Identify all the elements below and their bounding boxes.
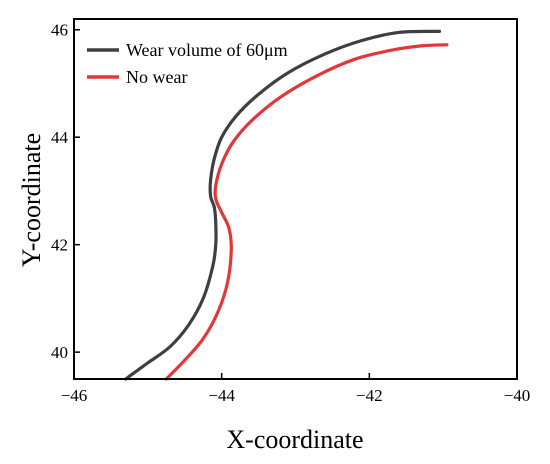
y-tick-label: 40 — [51, 343, 68, 362]
plot-frame — [73, 18, 518, 380]
series-line-0 — [124, 29, 442, 381]
y-axis-title: Y-coordinate — [17, 133, 46, 267]
y-tick-label: 42 — [51, 236, 68, 255]
x-tick-label: −46 — [61, 386, 88, 405]
series-layer — [124, 29, 449, 381]
legend: Wear volume of 60μm No wear — [87, 40, 288, 87]
series-line-1 — [164, 43, 449, 381]
x-axis-ticks: −46 −44 −42 −40 — [61, 373, 531, 405]
y-tick-label: 44 — [51, 128, 69, 147]
y-axis-ticks: 40 42 44 46 — [51, 21, 80, 362]
legend-label-1: No wear — [126, 67, 187, 87]
legend-label-0: Wear volume of 60μm — [126, 40, 288, 60]
x-tick-label: −42 — [356, 386, 383, 405]
x-tick-label: −44 — [208, 386, 235, 405]
x-axis-title: X-coordinate — [226, 425, 363, 454]
y-tick-label: 46 — [51, 21, 68, 40]
x-tick-label: −40 — [504, 386, 531, 405]
